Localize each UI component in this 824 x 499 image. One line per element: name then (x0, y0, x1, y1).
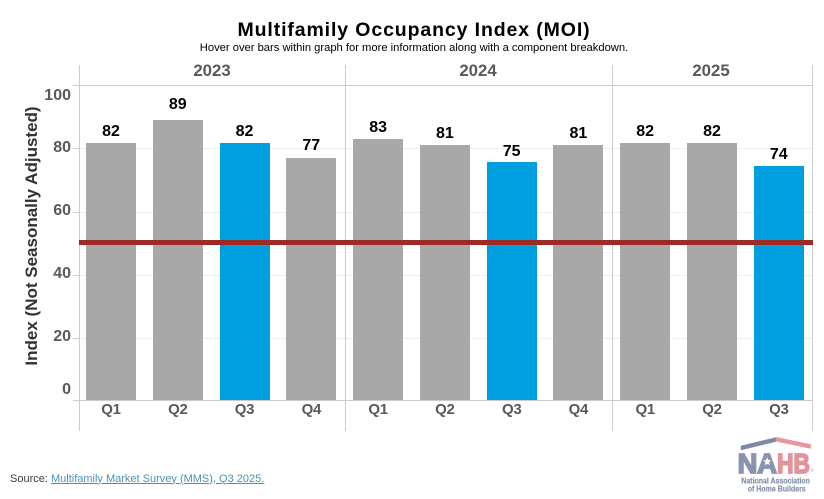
svg-text:HB: HB (777, 448, 810, 479)
svg-text:NA: NA (738, 448, 778, 479)
svg-text:National Association: National Association (741, 476, 810, 485)
svg-text:of Home Builders: of Home Builders (748, 485, 807, 494)
svg-text:®: ® (811, 468, 815, 473)
